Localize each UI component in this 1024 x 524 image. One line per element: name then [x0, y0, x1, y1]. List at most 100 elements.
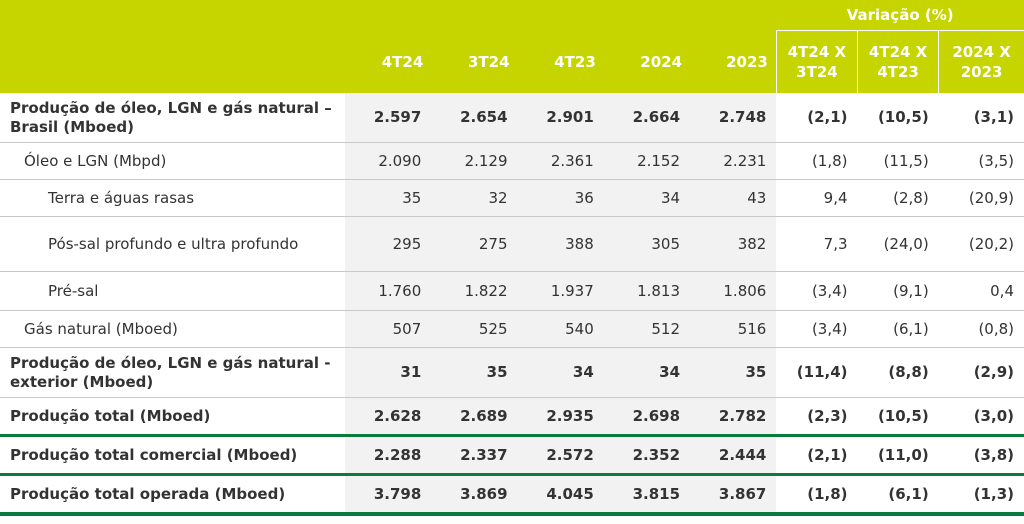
cell-3t24: 2.689: [431, 397, 518, 437]
cell-4t23: 34: [517, 347, 604, 398]
cell-2024: 34: [603, 347, 691, 398]
cell-var-4t24-3t24: (3,4): [776, 271, 858, 311]
cell-2023: 43: [690, 179, 777, 217]
cell-2023: 382: [690, 216, 777, 272]
cell-var-2024-2023: (2,9): [938, 347, 1024, 398]
cell-4t23: 2.901: [517, 93, 604, 143]
table-row-onshore-shallow: Terra e águas rasas 35 32 36 34 43 9,4 (…: [0, 179, 1024, 217]
label-column-header: [0, 30, 346, 93]
table-row-total-production: Produção total (Mboed) 2.628 2.689 2.935…: [0, 397, 1024, 437]
cell-var-4t24-3t24: (11,4): [776, 347, 858, 398]
cell-var-2024-2023: (0,8): [938, 310, 1024, 348]
table-row-natural-gas: Gás natural (Mboed) 507 525 540 512 516 …: [0, 310, 1024, 348]
cell-4t23: 1.937: [517, 271, 604, 311]
cell-var-2024-2023: (20,2): [938, 216, 1024, 272]
cell-var-4t24-3t24: (2,1): [776, 434, 858, 476]
cell-var-4t24-3t24: (2,1): [776, 93, 858, 143]
cell-4t23: 2.572: [517, 434, 604, 476]
cell-4t23: 36: [517, 179, 604, 217]
cell-2024: 512: [603, 310, 691, 348]
row-label: Pós-sal profundo e ultra profundo: [0, 216, 346, 272]
cell-var-4t24-4t23: (9,1): [857, 271, 939, 311]
cell-2023: 2.444: [690, 434, 777, 476]
cell-3t24: 525: [431, 310, 518, 348]
column-header-4t23: 4T23: [517, 30, 604, 93]
cell-4t24: 35: [345, 179, 432, 217]
cell-4t23: 388: [517, 216, 604, 272]
cell-2023: 2.748: [690, 93, 777, 143]
cell-2024: 305: [603, 216, 691, 272]
cell-var-4t24-4t23: (8,8): [857, 347, 939, 398]
cell-var-2024-2023: (1,3): [938, 474, 1024, 516]
table-row-pre-salt: Pré-sal 1.760 1.822 1.937 1.813 1.806 (3…: [0, 271, 1024, 311]
cell-var-4t24-3t24: (2,3): [776, 397, 858, 437]
variation-header-4t24-vs-4t23: 4T24 X 4T23: [857, 30, 939, 93]
table-row-operated-production: Produção total operada (Mboed) 3.798 3.8…: [0, 474, 1024, 516]
cell-var-4t24-4t23: (6,1): [857, 474, 939, 516]
row-label: Gás natural (Mboed): [0, 310, 346, 348]
cell-3t24: 275: [431, 216, 518, 272]
cell-var-2024-2023: (3,8): [938, 434, 1024, 476]
header-spacer: [0, 0, 777, 31]
table-row-commercial-production: Produção total comercial (Mboed) 2.288 2…: [0, 434, 1024, 476]
table-header: Variação (%) 4T24 3T24 4T23 2024 2023 4T…: [0, 0, 1024, 93]
column-header-3t24: 3T24: [431, 30, 518, 93]
cell-4t24: 1.760: [345, 271, 432, 311]
cell-2024: 34: [603, 179, 691, 217]
cell-2024: 2.664: [603, 93, 691, 143]
cell-var-4t24-3t24: 7,3: [776, 216, 858, 272]
cell-4t24: 2.090: [345, 142, 432, 180]
cell-3t24: 32: [431, 179, 518, 217]
cell-4t23: 540: [517, 310, 604, 348]
cell-2023: 2.231: [690, 142, 777, 180]
cell-3t24: 35: [431, 347, 518, 398]
variation-header-2024-vs-2023: 2024 X 2023: [938, 30, 1024, 93]
cell-var-4t24-4t23: (11,0): [857, 434, 939, 476]
row-label: Produção de óleo, LGN e gás natural - ex…: [0, 347, 346, 398]
cell-4t23: 2.935: [517, 397, 604, 437]
cell-3t24: 2.129: [431, 142, 518, 180]
cell-var-4t24-3t24: (1,8): [776, 474, 858, 516]
cell-3t24: 2.337: [431, 434, 518, 476]
cell-4t24: 295: [345, 216, 432, 272]
table-row-brazil-production: Produção de óleo, LGN e gás natural – Br…: [0, 93, 1024, 143]
row-label: Produção total operada (Mboed): [0, 474, 346, 516]
cell-var-4t24-4t23: (10,5): [857, 397, 939, 437]
variation-header-4t24-vs-3t24: 4T24 X 3T24: [775, 30, 858, 93]
cell-var-4t24-4t23: (10,5): [857, 93, 939, 143]
column-header-4t24: 4T24: [345, 30, 432, 93]
cell-2024: 2.698: [603, 397, 691, 437]
cell-var-4t24-3t24: (1,8): [776, 142, 858, 180]
row-label: Pré-sal: [0, 271, 346, 311]
row-label: Óleo e LGN (Mbpd): [0, 142, 346, 180]
cell-4t23: 2.361: [517, 142, 604, 180]
cell-4t24: 31: [345, 347, 432, 398]
column-header-2023: 2023: [690, 30, 777, 93]
cell-2023: 3.867: [690, 474, 777, 516]
cell-4t24: 2.628: [345, 397, 432, 437]
cell-var-2024-2023: (3,0): [938, 397, 1024, 437]
cell-4t24: 2.288: [345, 434, 432, 476]
cell-var-4t24-3t24: 9,4: [776, 179, 858, 217]
cell-4t24: 507: [345, 310, 432, 348]
cell-var-4t24-4t23: (24,0): [857, 216, 939, 272]
cell-2024: 1.813: [603, 271, 691, 311]
cell-2023: 516: [690, 310, 777, 348]
table-row-oil-ngl: Óleo e LGN (Mbpd) 2.090 2.129 2.361 2.15…: [0, 142, 1024, 180]
cell-var-2024-2023: (20,9): [938, 179, 1024, 217]
cell-2023: 2.782: [690, 397, 777, 437]
table-row-post-salt: Pós-sal profundo e ultra profundo 295 27…: [0, 216, 1024, 272]
cell-var-2024-2023: (3,5): [938, 142, 1024, 180]
variation-header: Variação (%): [776, 0, 1024, 31]
table-row-abroad-production: Produção de óleo, LGN e gás natural - ex…: [0, 347, 1024, 398]
cell-3t24: 2.654: [431, 93, 518, 143]
row-label: Produção total (Mboed): [0, 397, 346, 437]
cell-4t24: 2.597: [345, 93, 432, 143]
cell-4t24: 3.798: [345, 474, 432, 516]
cell-3t24: 1.822: [431, 271, 518, 311]
cell-2024: 2.352: [603, 434, 691, 476]
row-label: Terra e águas rasas: [0, 179, 346, 217]
cell-2024: 3.815: [603, 474, 691, 516]
cell-4t23: 4.045: [517, 474, 604, 516]
